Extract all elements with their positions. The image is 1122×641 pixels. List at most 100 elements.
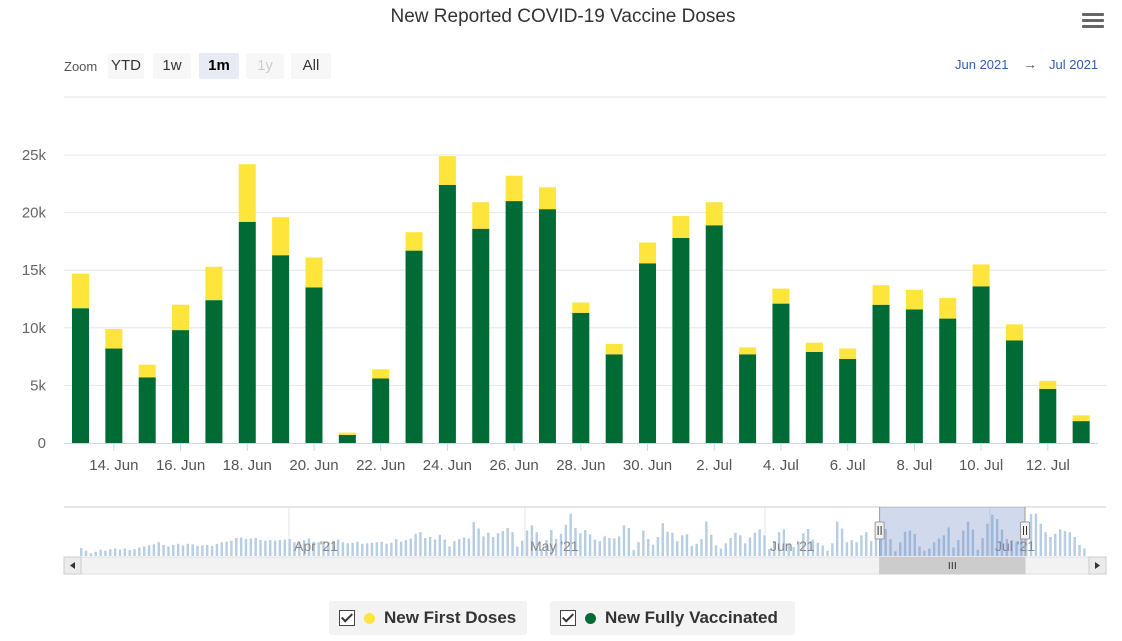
grid-lines (64, 96, 1106, 386)
navigator-bar (787, 543, 790, 556)
navigator-bar (312, 541, 316, 556)
navigator-bar (574, 527, 577, 556)
bar-fully-vaccinated (639, 263, 657, 443)
navigator-bar (811, 539, 815, 556)
navigator-bar (680, 535, 684, 556)
navigator-bar (530, 525, 534, 556)
bar-first-doses (105, 328, 123, 349)
navigator-bar (380, 541, 383, 556)
navigator-bar (1015, 541, 1018, 556)
navigator-bar (932, 542, 936, 556)
zoom-all-button[interactable]: All (291, 53, 331, 79)
navigator-bar (884, 529, 887, 556)
navigator-bar (516, 546, 519, 556)
navigator-bar (1034, 513, 1038, 556)
hamburger-menu-icon[interactable] (1080, 10, 1106, 32)
bar-fully-vaccinated (872, 304, 890, 443)
navigator-bar (351, 542, 354, 556)
navigator-bar (724, 543, 727, 556)
bar-first-doses (1039, 380, 1057, 389)
x-tick-label: 18. Jun (223, 457, 272, 474)
bar-first-doses (505, 175, 523, 202)
bar-first-doses (538, 187, 556, 210)
navigator-bar (322, 541, 325, 556)
x-tick-label: 12. Jul (1026, 457, 1070, 474)
navigator-bar (1054, 533, 1057, 556)
range-from-input[interactable]: Jun 2021 (955, 57, 1009, 72)
navigator-bar (370, 542, 374, 556)
bar-fully-vaccinated (705, 225, 723, 443)
navigator-bar (627, 527, 631, 556)
navigator-bar (259, 540, 262, 556)
navigator-bar (409, 538, 412, 556)
navigator-bar (559, 533, 563, 556)
range-to-input[interactable]: Jul 2021 (1049, 57, 1099, 72)
legend-checkbox[interactable] (560, 610, 576, 626)
navigator-bar (908, 530, 912, 556)
bar-fully-vaccinated (438, 184, 456, 443)
navigator-bar (84, 550, 88, 556)
navigator-bar (1063, 531, 1067, 556)
navigator-bar (831, 543, 834, 556)
bar-first-doses (1072, 415, 1090, 422)
bar-first-doses (905, 289, 923, 310)
bar-first-doses (572, 302, 590, 313)
navigator-bar (850, 540, 853, 556)
bar-first-doses (405, 232, 423, 251)
navigator-bar (768, 549, 771, 556)
navigator-bar (622, 525, 626, 556)
bar-fully-vaccinated (72, 308, 89, 443)
navigator-bar (157, 542, 160, 556)
x-tick-label: 16. Jun (156, 457, 205, 474)
navigator-bar (1044, 532, 1047, 556)
navigator-bar (739, 535, 742, 556)
zoom-1w-button[interactable]: 1w (153, 53, 191, 79)
navigator-bar (206, 544, 209, 556)
navigator-handle[interactable] (1020, 521, 1030, 540)
chart-title: New Reported COVID-19 Vaccine Doses (390, 6, 736, 27)
navigator-bar (656, 536, 660, 556)
navigator-bar (918, 546, 921, 556)
navigator-bar (273, 540, 277, 556)
bar-fully-vaccinated (505, 201, 523, 443)
navigator-bar (617, 536, 621, 556)
navigator-bar (176, 543, 180, 556)
bar-fully-vaccinated (972, 286, 990, 443)
navigator-bar (593, 539, 597, 556)
navigator-bar (113, 548, 117, 556)
zoom-1m-button[interactable]: 1m (199, 53, 239, 79)
navigator-bar (288, 539, 291, 556)
zoom-1y-button[interactable]: 1y (246, 53, 284, 79)
navigator-bar (506, 527, 509, 556)
y-tick-label: 15k (22, 262, 47, 279)
navigator-bar (181, 545, 185, 556)
navigator-handle[interactable] (874, 521, 885, 540)
legend-item-new-fully-vaccinated[interactable]: New Fully Vaccinated (550, 601, 795, 635)
navigator-bar (167, 546, 170, 556)
navigator-bar (244, 539, 248, 556)
navigator-bar (545, 540, 548, 556)
navigator-bar (191, 544, 194, 556)
navigator-bar (327, 542, 330, 556)
x-tick-label: 22. Jun (356, 457, 405, 474)
navigator-bar (390, 542, 393, 556)
navigator-bar (477, 528, 480, 556)
zoom-ytd-button[interactable]: YTD (108, 53, 144, 79)
navigator-bar (710, 534, 713, 556)
navigator-bar (525, 530, 529, 556)
legend-item-new-first-doses[interactable]: New First Doses (329, 601, 527, 635)
navigator-selection (879, 507, 1025, 556)
navigator-bar (491, 536, 495, 556)
navigator-bar (705, 521, 708, 556)
navigator-bar (302, 540, 306, 556)
navigator-bar (239, 537, 243, 556)
navigator-bar (821, 545, 824, 556)
navigator-bar (1078, 544, 1081, 556)
x-tick-label: 10. Jul (959, 457, 1003, 474)
navigator-bar (220, 542, 223, 556)
navigator-bar (346, 543, 349, 556)
x-tick-label: 26. Jun (490, 457, 539, 474)
y-tick-label: 5k (30, 377, 46, 394)
legend-checkbox[interactable] (339, 610, 355, 626)
